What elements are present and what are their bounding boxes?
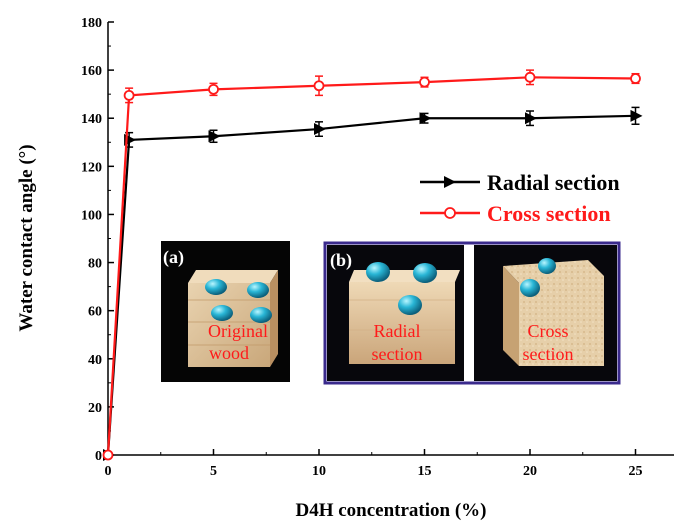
x-tick-label: 10 <box>312 464 326 479</box>
x-tick-label: 25 <box>629 464 643 479</box>
y-tick-label: 40 <box>88 353 102 368</box>
y-axis-title: Water contact angle (°) <box>16 144 37 331</box>
inset-a-caption-line1: Original <box>208 321 268 341</box>
y-tick-label: 20 <box>88 401 102 416</box>
data-point-radial <box>208 130 221 143</box>
series-layer <box>102 69 643 461</box>
y-tick-label: 160 <box>81 64 102 79</box>
legend: Radial section Cross section <box>420 170 620 226</box>
water-droplet <box>538 258 556 274</box>
water-droplet <box>520 279 540 297</box>
inset-b-tag: (b) <box>330 250 352 271</box>
x-axis-title: D4H concentration (%) <box>295 500 486 521</box>
water-droplet <box>413 263 437 283</box>
y-tick-label: 180 <box>81 16 102 31</box>
water-droplet <box>398 295 422 315</box>
data-point-cross <box>524 71 536 83</box>
y-tick-label: 0 <box>95 449 102 464</box>
inset-b: (b) Radial section Cross section <box>323 241 621 385</box>
inset-a: (a) Original wood <box>161 241 290 382</box>
data-point-radial <box>314 123 326 136</box>
water-droplet <box>366 262 390 282</box>
data-point-radial <box>419 112 432 125</box>
legend-radial-label: Radial section <box>487 170 620 195</box>
data-point-radial <box>630 109 643 122</box>
inset-a-tag: (a) <box>163 247 184 268</box>
inset-b-cross-caption-line1: Cross <box>527 321 568 341</box>
water-droplet <box>211 305 233 321</box>
legend-radial-marker <box>444 176 456 188</box>
x-ticks: 0 5 10 15 20 25 <box>105 449 643 479</box>
y-tick-label: 80 <box>88 257 102 272</box>
y-ticks: 0 20 40 60 80 100 120 140 160 180 <box>81 16 114 464</box>
inset-b-radial-caption-line1: Radial <box>374 321 421 341</box>
inset-b-radial-caption-line2: section <box>372 344 423 364</box>
data-point-cross <box>123 89 135 101</box>
data-point-radial <box>525 112 537 125</box>
x-tick-label: 5 <box>210 464 217 479</box>
data-point-cross <box>630 73 641 84</box>
data-point-cross <box>208 83 219 95</box>
inset-b-cross-caption-line2: section <box>523 344 574 364</box>
legend-cross-marker <box>444 207 456 219</box>
y-tick-label: 140 <box>81 112 102 127</box>
legend-cross-label: Cross section <box>487 201 611 226</box>
data-point-cross <box>419 76 430 88</box>
y-tick-label: 120 <box>81 160 102 175</box>
x-tick-label: 0 <box>105 464 112 479</box>
wood-block-radial <box>349 270 460 364</box>
x-tick-label: 20 <box>523 464 537 479</box>
inset-a-caption-line2: wood <box>209 343 249 363</box>
y-tick-label: 100 <box>81 208 102 223</box>
y-tick-label: 60 <box>88 305 102 320</box>
water-droplet <box>205 279 227 295</box>
data-point-cross <box>102 449 114 461</box>
x-tick-label: 15 <box>418 464 432 479</box>
data-point-cross <box>313 80 325 92</box>
water-droplet <box>247 282 269 298</box>
water-droplet <box>250 307 272 323</box>
